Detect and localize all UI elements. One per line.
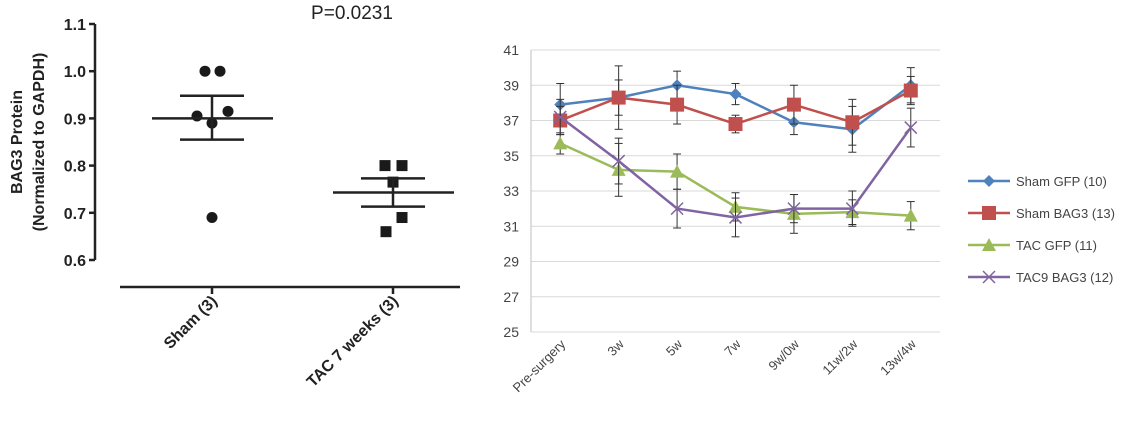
y-tick-label: 25	[503, 324, 519, 340]
triangle-marker	[553, 136, 568, 150]
data-point	[396, 160, 408, 172]
data-point	[191, 110, 203, 122]
x-marker	[670, 202, 684, 216]
x-marker	[553, 110, 567, 124]
x-marker	[728, 210, 743, 224]
square-marker	[845, 115, 860, 130]
square-marker	[611, 90, 626, 105]
x-tick-label: Pre-surgery	[510, 336, 569, 395]
triangle-marker	[903, 208, 918, 222]
legend-label: TAC9 BAG3 (12)	[1016, 270, 1113, 285]
x-marker	[904, 121, 918, 135]
y-tick-label: 39	[503, 77, 519, 93]
y-tick-label: 35	[503, 148, 519, 164]
legend-item: TAC9 BAG3 (12)	[968, 270, 1113, 285]
data-point	[214, 65, 226, 77]
x-tick-label: 5w	[663, 336, 686, 359]
square-marker	[728, 117, 743, 132]
y-tick-label: 37	[503, 113, 519, 129]
data-point	[206, 212, 218, 224]
p-value-title: P=0.0231	[311, 3, 393, 24]
series-sham-gfp-10	[554, 67, 917, 153]
legend-label: Sham BAG3 (13)	[1016, 206, 1115, 221]
y-tick-label: 29	[503, 254, 519, 270]
x-tick-label: 11w/2w	[819, 336, 861, 378]
y-axis-label-line1: BAG3 Protein	[9, 90, 26, 194]
square-marker	[670, 97, 685, 112]
triangle-marker	[670, 164, 685, 178]
y-tick-label: 31	[503, 218, 519, 234]
x-tick-label: Sham (3)	[161, 293, 221, 353]
x-marker	[612, 154, 626, 168]
y-tick-label: 41	[503, 42, 519, 58]
y-tick-label: 1.1	[64, 17, 86, 34]
series-tac9-bag3-12	[553, 98, 918, 238]
square-marker	[982, 206, 996, 220]
square-marker	[903, 83, 918, 98]
y-tick-label: 0.8	[64, 159, 86, 176]
square-marker	[786, 97, 801, 112]
legend-label: Sham GFP (10)	[1016, 174, 1107, 189]
y-tick-label: 0.7	[64, 206, 86, 223]
diamond-marker	[983, 175, 995, 187]
x-tick-label: 3w	[604, 336, 627, 359]
y-tick-label: 1.0	[64, 64, 86, 81]
triangle-marker	[982, 238, 996, 251]
y-tick-label: 0.9	[64, 111, 86, 128]
legend-item: Sham BAG3 (13)	[968, 206, 1115, 221]
data-point	[199, 65, 211, 77]
x-marker	[845, 202, 859, 216]
y-tick-label: 33	[503, 183, 519, 199]
diamond-marker	[729, 88, 742, 101]
data-point	[379, 160, 391, 172]
legend-item: TAC GFP (11)	[968, 238, 1097, 253]
data-point	[222, 105, 234, 117]
line-chart: 25 27 29 31 33 35 37 39 41 Pre-surgery 3w 5w 7w 9w/0w…	[503, 42, 1115, 395]
x-marker	[982, 270, 996, 284]
series-sham-bag3-13	[553, 65, 918, 146]
legend-label: TAC GFP (11)	[1016, 238, 1097, 253]
x-marker	[787, 202, 801, 216]
x-tick-label: TAC 7 weeks (3)	[304, 293, 402, 391]
data-point	[380, 226, 392, 238]
y-tick-label: 0.6	[64, 253, 86, 270]
y-tick-label: 27	[503, 289, 519, 305]
y-axis-label-line2: (Normalized to GAPDH)	[31, 53, 48, 232]
dot-plot: P=0.0231 BAG3 Protein (Normalized to GAP…	[9, 3, 460, 391]
x-tick-label: 7w	[721, 336, 744, 359]
legend-item: Sham GFP (10)	[968, 174, 1107, 189]
data-point	[396, 212, 408, 224]
x-tick-label: 13w/4w	[877, 336, 919, 378]
x-tick-label: 9w/0w	[765, 336, 802, 373]
